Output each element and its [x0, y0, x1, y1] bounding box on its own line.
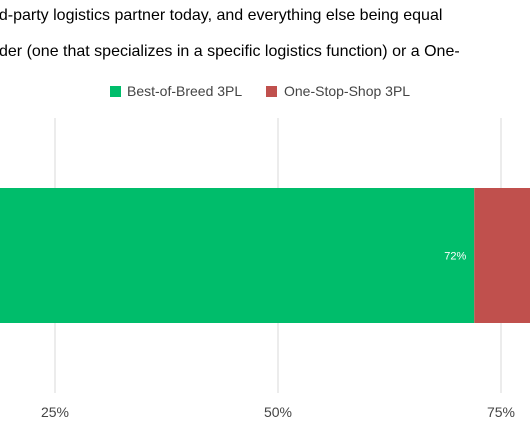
legend-swatch-one-stop-shop: [266, 86, 277, 97]
chart-title-line-1: ird-party logistics partner today, and e…: [0, 7, 442, 24]
x-tick-label-75: 75%: [487, 404, 515, 420]
legend-label-best-of-breed: Best-of-Breed 3PL: [127, 83, 242, 99]
legend-label-one-stop-shop: One-Stop-Shop 3PL: [284, 83, 410, 99]
chart-title: ird-party logistics partner today, and e…: [0, 7, 460, 60]
data-label-best-of-breed: 72%: [444, 251, 466, 263]
x-tick-label-25: 25%: [41, 404, 69, 420]
x-axis-ticks: 0%25%50%75%100%: [41, 404, 515, 420]
bar-segment-best-of-breed: [0, 188, 475, 323]
bar-segment-one-stop-shop: [474, 188, 530, 323]
legend-swatch-best-of-breed: [110, 86, 121, 97]
bars: [0, 188, 530, 323]
chart-legend: Best-of-Breed 3PL One-Stop-Shop 3PL: [110, 83, 410, 99]
x-tick-label-50: 50%: [264, 404, 292, 420]
chart-title-line-2: der (one that specializes in a specific …: [0, 43, 460, 60]
data-labels: 72%: [444, 251, 466, 263]
